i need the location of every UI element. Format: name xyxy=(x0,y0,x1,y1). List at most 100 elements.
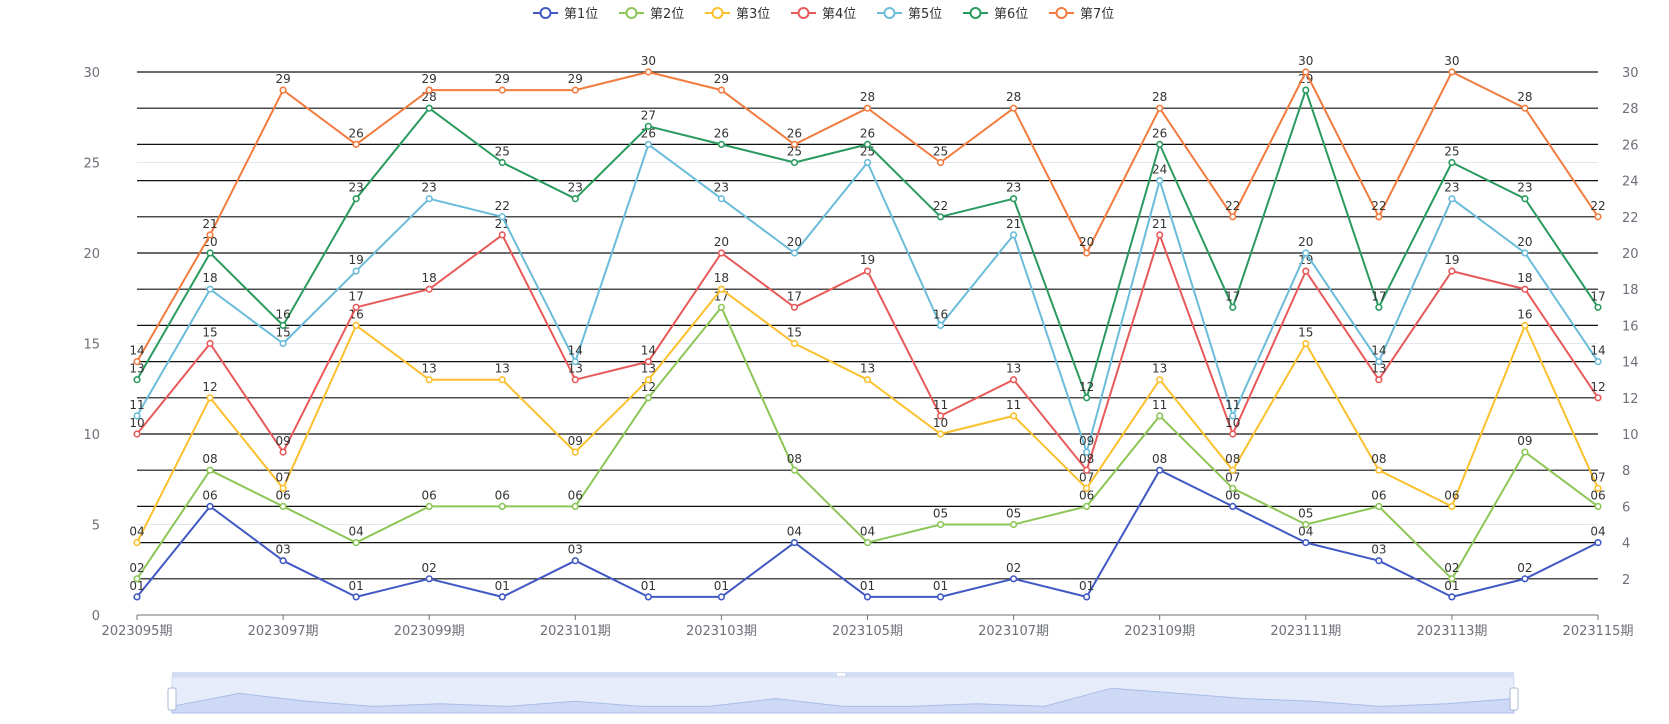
data-point[interactable] xyxy=(571,195,579,203)
data-point[interactable] xyxy=(717,195,726,203)
data-point[interactable] xyxy=(571,502,579,511)
data-point[interactable] xyxy=(352,195,360,203)
data-point[interactable] xyxy=(790,303,799,311)
legend-item-2[interactable]: 第2位 xyxy=(619,7,684,22)
data-point[interactable] xyxy=(352,303,360,311)
data-point[interactable] xyxy=(936,520,945,529)
data-point[interactable] xyxy=(1229,430,1237,438)
data-point[interactable] xyxy=(1375,557,1383,565)
data-point[interactable] xyxy=(1229,484,1237,492)
data-point[interactable] xyxy=(498,86,506,94)
data-point[interactable] xyxy=(279,484,287,492)
data-point[interactable] xyxy=(133,593,141,601)
data-point[interactable] xyxy=(571,358,579,366)
data-point[interactable] xyxy=(352,593,360,601)
data-point[interactable] xyxy=(279,448,287,456)
data-point[interactable] xyxy=(936,412,945,420)
data-point[interactable] xyxy=(1594,502,1602,511)
data-point[interactable] xyxy=(863,140,872,148)
data-point[interactable] xyxy=(1302,267,1310,275)
data-point[interactable] xyxy=(1302,68,1310,76)
data-point[interactable] xyxy=(1594,303,1602,311)
data-point[interactable] xyxy=(936,593,945,601)
data-point[interactable] xyxy=(1156,104,1164,112)
data-point[interactable] xyxy=(1448,195,1456,203)
data-point[interactable] xyxy=(1302,249,1310,257)
data-point[interactable] xyxy=(498,158,506,167)
data-point[interactable] xyxy=(1083,466,1091,474)
data-point[interactable] xyxy=(1156,466,1164,474)
data-point[interactable] xyxy=(206,339,214,348)
data-point[interactable] xyxy=(571,557,579,565)
data-point[interactable] xyxy=(1594,213,1602,221)
data-point[interactable] xyxy=(1594,394,1602,402)
data-point[interactable] xyxy=(279,557,287,565)
data-point[interactable] xyxy=(717,86,726,94)
data-point[interactable] xyxy=(717,593,726,601)
data-point[interactable] xyxy=(790,158,799,167)
data-point[interactable] xyxy=(279,502,287,511)
data-point[interactable] xyxy=(1302,339,1310,348)
data-point[interactable] xyxy=(425,575,433,583)
data-point[interactable] xyxy=(133,430,141,438)
data-point[interactable] xyxy=(1375,466,1383,474)
data-point[interactable] xyxy=(133,538,141,547)
data-point[interactable] xyxy=(936,321,945,330)
data-point[interactable] xyxy=(1009,575,1018,583)
data-point[interactable] xyxy=(1375,358,1383,366)
data-point[interactable] xyxy=(498,502,506,511)
data-point[interactable] xyxy=(1083,394,1091,402)
data-point[interactable] xyxy=(352,538,360,547)
data-point[interactable] xyxy=(1083,593,1091,601)
data-point[interactable] xyxy=(133,575,141,583)
data-point[interactable] xyxy=(352,267,360,275)
zoom-right-handle[interactable] xyxy=(1509,687,1519,711)
data-point[interactable] xyxy=(279,86,287,94)
data-point[interactable] xyxy=(717,249,726,257)
data-point[interactable] xyxy=(1009,231,1018,239)
data-point[interactable] xyxy=(863,376,872,384)
legend-item-5[interactable]: 第5位 xyxy=(877,7,942,22)
data-point[interactable] xyxy=(1229,412,1237,420)
data-point[interactable] xyxy=(206,394,214,402)
data-point[interactable] xyxy=(790,249,799,257)
data-point[interactable] xyxy=(1229,303,1237,311)
data-point[interactable] xyxy=(1521,285,1529,293)
data-point[interactable] xyxy=(1009,376,1018,384)
data-point[interactable] xyxy=(425,86,433,94)
data-point[interactable] xyxy=(1521,575,1529,583)
data-point[interactable] xyxy=(1302,538,1310,547)
data-point[interactable] xyxy=(644,593,652,601)
data-point[interactable] xyxy=(1594,358,1602,366)
data-point[interactable] xyxy=(1448,593,1456,601)
data-point[interactable] xyxy=(863,104,872,112)
data-point[interactable] xyxy=(206,466,214,474)
data-point[interactable] xyxy=(425,376,433,384)
data-point[interactable] xyxy=(1009,104,1018,112)
data-point[interactable] xyxy=(498,593,506,601)
data-point[interactable] xyxy=(1083,502,1091,511)
data-point[interactable] xyxy=(279,339,287,348)
data-point[interactable] xyxy=(936,430,945,438)
data-point[interactable] xyxy=(644,394,652,402)
data-point[interactable] xyxy=(425,502,433,511)
data-point[interactable] xyxy=(1229,502,1237,511)
data-point[interactable] xyxy=(863,158,872,167)
data-point[interactable] xyxy=(1594,538,1602,547)
data-point[interactable] xyxy=(352,321,360,330)
data-point[interactable] xyxy=(1375,502,1383,511)
data-point[interactable] xyxy=(1521,321,1529,330)
data-point[interactable] xyxy=(1375,213,1383,221)
data-point[interactable] xyxy=(790,466,799,474)
data-point[interactable] xyxy=(571,376,579,384)
data-point[interactable] xyxy=(717,285,726,293)
data-point[interactable] xyxy=(863,538,872,547)
data-point[interactable] xyxy=(1594,484,1602,492)
data-point[interactable] xyxy=(936,158,945,167)
data-point[interactable] xyxy=(863,593,872,601)
data-point[interactable] xyxy=(279,321,287,330)
data-point[interactable] xyxy=(1083,448,1091,456)
data-point[interactable] xyxy=(1448,575,1456,583)
data-point[interactable] xyxy=(717,140,726,148)
data-point[interactable] xyxy=(863,267,872,275)
